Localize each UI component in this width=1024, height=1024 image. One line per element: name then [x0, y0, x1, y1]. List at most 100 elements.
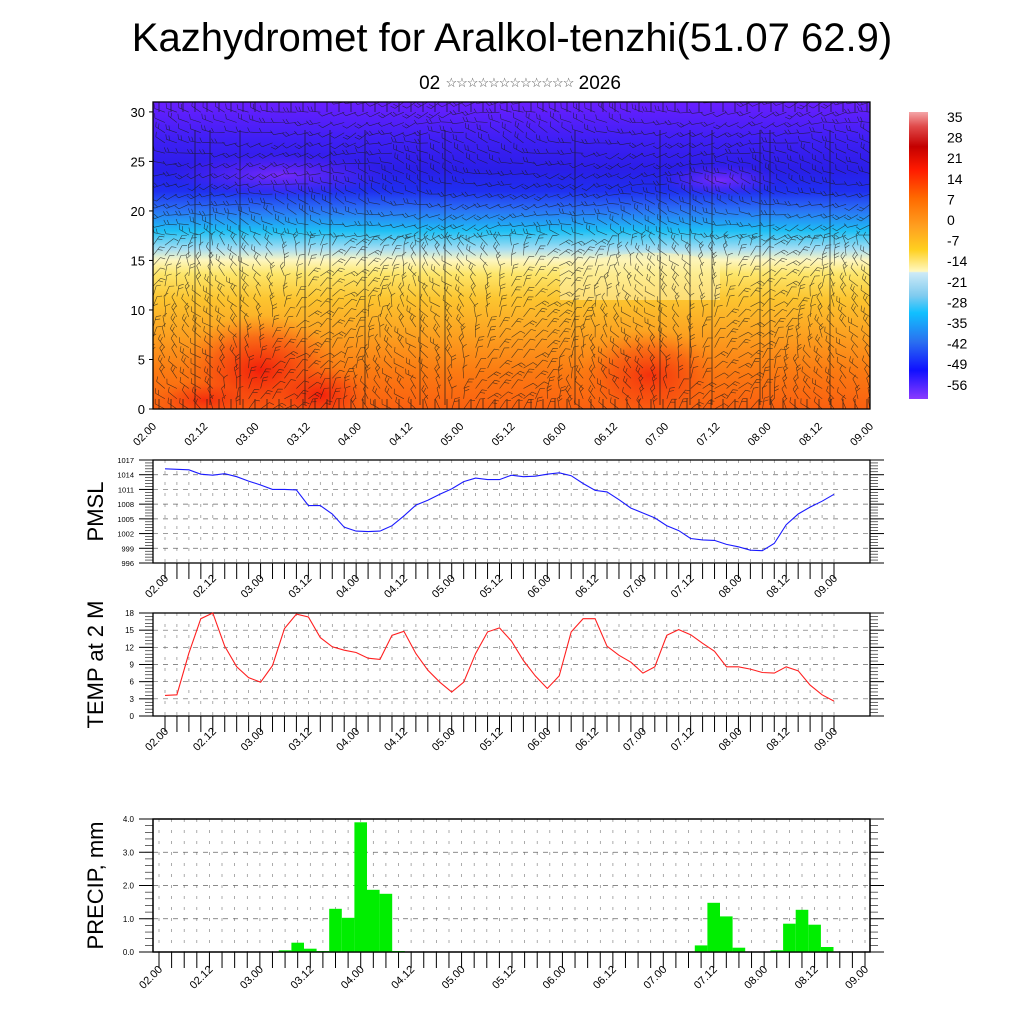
y-tick-label: 15 [131, 253, 145, 268]
y-tick-label: 1002 [117, 530, 134, 539]
y-tick-label: 1017 [117, 456, 134, 465]
colorbar-label: -49 [947, 356, 967, 372]
plot-frame [152, 612, 871, 717]
precip-bar [795, 909, 809, 952]
x-tick-label: 05.12 [478, 726, 506, 754]
x-tick-label: 03.12 [287, 573, 315, 601]
plot-frame [152, 459, 871, 564]
subtitle-month-glyphs: ☆☆☆☆☆☆☆☆☆☆☆☆ [445, 75, 575, 90]
x-tick-label: 05.00 [430, 573, 458, 601]
y-tick-label: 12 [125, 643, 134, 652]
colorbar-label: -56 [947, 377, 967, 393]
precip-bar [770, 950, 783, 952]
y-tick-label: 996 [121, 559, 134, 568]
cross-section-panel: 0 5 10 15 20 25 30 02.00 02.12 03.00 03.12 04.00 04… [131, 101, 876, 449]
wind-barb-columns [158, 102, 868, 409]
x-tick-label: 06.12 [592, 421, 620, 449]
colorbar-label: -42 [947, 336, 967, 352]
y-tick-label: 1008 [117, 500, 134, 509]
x-tick-label: 06.00 [541, 421, 569, 449]
x-tick-label: 08.00 [717, 726, 745, 754]
y-tick-label: 9 [130, 661, 135, 670]
x-tick-label: 04.12 [387, 421, 415, 449]
x-tick-label: 09.00 [812, 726, 840, 754]
colorbar-label: 14 [947, 171, 963, 187]
x-tick-label: 08.12 [764, 573, 792, 601]
pmsl-line [164, 468, 835, 552]
y-axis-label: PMSL [83, 482, 108, 542]
y-tick-label: 0.0 [123, 948, 135, 957]
colorbar-label: 0 [947, 212, 955, 228]
x-tick-label: 02.12 [188, 964, 216, 992]
x-tick-label: 06.12 [591, 964, 619, 992]
x-tick-label: 04.12 [382, 726, 410, 754]
x-tick-label: 08.12 [797, 421, 825, 449]
y-tick-label: 3 [130, 695, 135, 704]
x-tick-label: 08.00 [717, 573, 745, 601]
x-tick-label: 03.12 [285, 421, 313, 449]
chart-subtitle: 02 ☆☆☆☆☆☆☆☆☆☆☆☆ 2026 [0, 73, 1024, 95]
x-tick-label: 02.12 [191, 726, 219, 754]
y-tick-label: 18 [125, 609, 134, 618]
precip-bar [707, 902, 720, 952]
x-tick-label: 03.12 [287, 726, 315, 754]
x-tick-label: 02.12 [182, 421, 210, 449]
y-tick-label: 2.0 [123, 882, 135, 891]
y-tick-label: 15 [125, 626, 134, 635]
x-tick-label: 08.12 [764, 726, 792, 754]
x-tick-label: 06.12 [573, 573, 601, 601]
cold-core-2 [660, 164, 780, 196]
y-tick-label: 1011 [118, 485, 134, 494]
y-tick-label: 1005 [117, 515, 134, 524]
x-tick-label: 07.12 [695, 421, 723, 449]
colorbar-label: 28 [947, 130, 963, 146]
colorbar-label: -14 [947, 253, 967, 269]
y-axis-label: PRECIP, mm [83, 822, 108, 950]
y-tick-label: 0 [138, 402, 145, 417]
precip-bar [808, 924, 821, 952]
x-tick-label: 07.12 [669, 726, 697, 754]
y-tick-label: 25 [131, 154, 145, 169]
precip-bar [783, 923, 796, 952]
y-tick-label: 1.0 [123, 915, 135, 924]
plot-frame-overlay [152, 818, 871, 953]
x-tick-label: 03.00 [234, 421, 262, 449]
temp-panel: 0 3 6 9 12 15 18 02.00 02.12 03.00 03.12 04.00 04.12… [83, 601, 884, 754]
cross-section-x-axis: 02.00 02.12 03.00 03.12 04.00 04.12 05.00 05.12… [131, 421, 876, 449]
x-tick-label: 05.12 [478, 573, 506, 601]
pmsl-panel: 996 999 1002 1005 1008 1011 1014 1017 02.00 02.12… [83, 456, 884, 601]
x-tick-label: 02.00 [143, 726, 171, 754]
precip-bar [354, 822, 367, 952]
x-tick-label: 04.12 [382, 573, 410, 601]
wind-barb-mesh [153, 102, 870, 409]
precip-bar [379, 893, 393, 952]
x-tick-label: 05.12 [490, 964, 518, 992]
precip-bar [278, 950, 292, 952]
y-tick-label: 10 [131, 303, 145, 318]
y-tick-label: 20 [131, 204, 145, 219]
x-tick-label: 09.00 [848, 421, 876, 449]
precip-bar [329, 908, 342, 952]
y-axis-label: TEMP at 2 M [83, 601, 108, 729]
x-tick-label: 03.00 [238, 964, 266, 992]
x-tick-label: 08.00 [746, 421, 774, 449]
x-tick-label: 03.00 [239, 726, 267, 754]
colorbar-label: -28 [947, 294, 967, 310]
y-tick-label: 999 [121, 544, 134, 553]
tropopause-bulge [560, 252, 720, 300]
x-tick-label: 04.00 [334, 726, 362, 754]
x-tick-label: 07.12 [669, 573, 697, 601]
colorbar-label: -7 [947, 233, 960, 249]
colorbar-label: 7 [947, 191, 955, 207]
temp-line [164, 612, 835, 702]
precip-bar [694, 945, 708, 952]
x-tick-label: 02.12 [191, 573, 219, 601]
x-tick-label: 09.00 [843, 964, 871, 992]
precip-bar [732, 947, 746, 952]
plot-background [153, 460, 870, 563]
warm-core-3 [580, 330, 720, 409]
x-tick-label: 07.00 [621, 573, 649, 601]
x-tick-label: 04.12 [389, 964, 417, 992]
x-tick-label: 05.12 [490, 421, 518, 449]
